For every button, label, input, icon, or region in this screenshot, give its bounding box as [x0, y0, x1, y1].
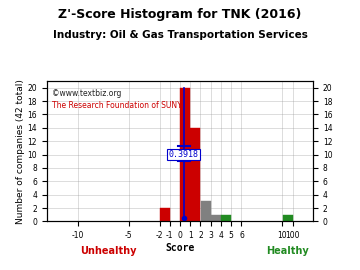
Text: 0.3918: 0.3918: [168, 150, 198, 159]
Y-axis label: Number of companies (42 total): Number of companies (42 total): [16, 79, 25, 224]
Text: Healthy: Healthy: [266, 246, 309, 256]
X-axis label: Score: Score: [165, 243, 195, 253]
Text: The Research Foundation of SUNY: The Research Foundation of SUNY: [52, 101, 182, 110]
Bar: [201, 201, 211, 221]
Text: ©www.textbiz.org: ©www.textbiz.org: [52, 89, 121, 98]
Text: Industry: Oil & Gas Transportation Services: Industry: Oil & Gas Transportation Servi…: [53, 30, 307, 40]
Text: Unhealthy: Unhealthy: [80, 246, 136, 256]
Bar: [190, 128, 200, 221]
Bar: [211, 215, 221, 221]
Text: Z'-Score Histogram for TNK (2016): Z'-Score Histogram for TNK (2016): [58, 8, 302, 21]
Bar: [160, 208, 170, 221]
Bar: [221, 215, 231, 221]
Bar: [283, 215, 293, 221]
Bar: [180, 88, 190, 221]
